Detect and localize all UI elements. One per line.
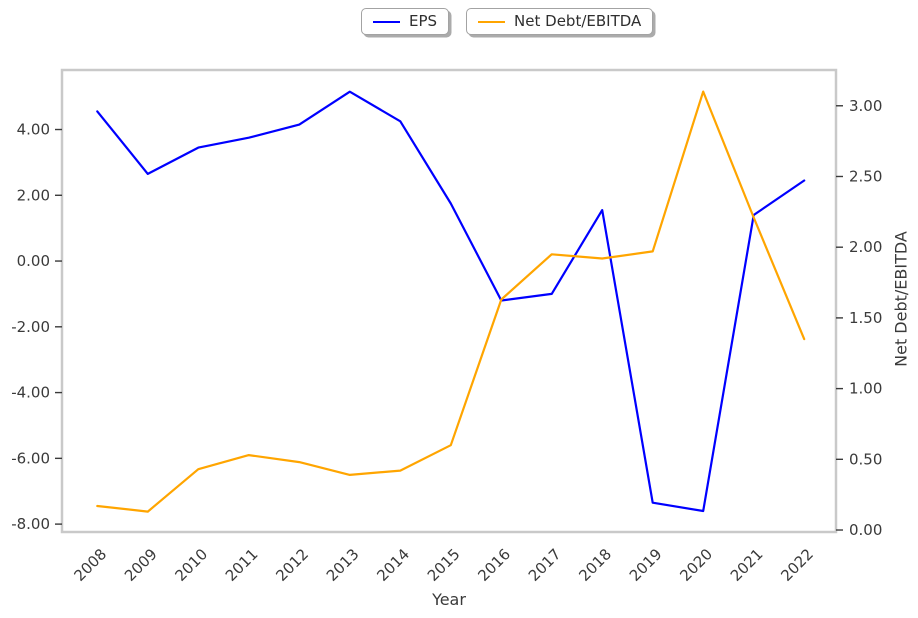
plot-spines xyxy=(60,68,838,534)
left-axis-tick-label: 0.00 xyxy=(17,252,50,270)
legend-label-net-debt-ebitda: Net Debt/EBITDA xyxy=(514,11,642,30)
x-axis-tick-label: 2020 xyxy=(676,545,716,585)
x-axis-tick-label: 2015 xyxy=(424,545,464,585)
left-axis-tick-label: -6.00 xyxy=(11,449,50,467)
legend-label-eps: EPS xyxy=(409,11,438,30)
x-axis-tick-label: 2012 xyxy=(272,545,312,585)
x-axis-tick-label: 2021 xyxy=(727,545,767,585)
left-axis-tick-label: -8.00 xyxy=(11,515,50,533)
x-axis-tick-label: 2018 xyxy=(575,545,615,585)
legend-item-eps: EPS xyxy=(361,8,450,35)
net-debt-ebitda-line-swatch xyxy=(478,20,506,23)
x-axis-tick-label: 2011 xyxy=(222,545,262,585)
x-axis-tick-label: 2016 xyxy=(474,545,514,585)
eps-series-line xyxy=(96,90,806,513)
right-y-axis-label: Net Debt/EBITDA xyxy=(891,231,911,367)
x-axis-tick-label: 2017 xyxy=(525,545,565,585)
left-axis-tick-label: -4.00 xyxy=(11,384,50,402)
left-axis-tick-label: 2.00 xyxy=(17,186,50,204)
x-axis-tick-label: 2014 xyxy=(373,545,413,585)
x-axis-tick-label: 2009 xyxy=(121,545,161,585)
x-axis-tick-label: 2013 xyxy=(323,545,363,585)
legend-item-net-debt-ebitda: Net Debt/EBITDA xyxy=(466,8,654,35)
right-axis-tick-label: 1.00 xyxy=(849,380,882,398)
right-axis-tick-label: 0.50 xyxy=(849,450,882,468)
eps-line-swatch xyxy=(373,20,400,23)
x-axis-label: Year xyxy=(432,590,466,609)
right-axis-tick-label: 2.50 xyxy=(849,167,882,185)
net-debt-ebitda-series-line xyxy=(96,90,806,513)
right-axis-tick-label: 2.00 xyxy=(849,238,882,256)
legend: EPS Net Debt/EBITDA xyxy=(361,8,654,35)
right-axis-tick-label: 3.00 xyxy=(849,97,882,115)
right-axis-tick-label: 1.50 xyxy=(849,309,882,327)
right-axis-tick-label: 0.00 xyxy=(849,521,882,539)
left-axis-tick-label: -2.00 xyxy=(11,318,50,336)
x-axis-tick-label: 2022 xyxy=(777,545,817,585)
x-axis-tick-label: 2010 xyxy=(171,545,211,585)
left-axis-tick-label: 4.00 xyxy=(17,121,50,139)
x-axis-tick-label: 2008 xyxy=(70,545,110,585)
x-axis-tick-label: 2019 xyxy=(626,545,666,585)
